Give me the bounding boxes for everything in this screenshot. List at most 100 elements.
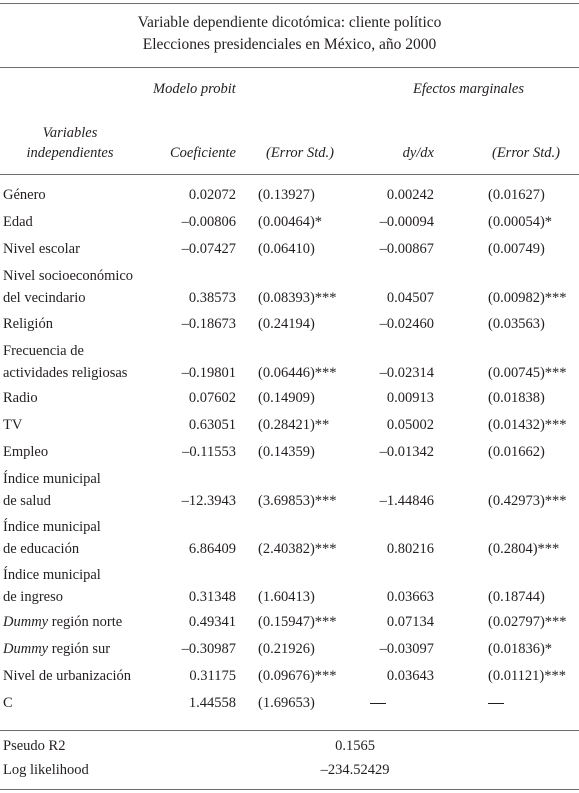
cell-coef: –0.11553 [182, 444, 236, 460]
row-label: Empleo [3, 441, 48, 463]
cell-se-marginal: (0.01836)* [488, 641, 553, 657]
cell-se-probit: (0.28421)** [258, 417, 330, 433]
row-label-line: Índice municipal [3, 519, 101, 535]
cell-se-probit: (0.21926) [258, 641, 315, 657]
stat-value: –234.52429 [320, 762, 390, 778]
row-label-italic: Dummy [3, 614, 49, 630]
em-dash [488, 703, 504, 705]
column-header-variables-line2: independientes [26, 145, 114, 161]
cell-coef: 0.49341 [188, 614, 236, 630]
row-label-line: Empleo [3, 444, 49, 460]
cell-se-probit: (0.00464)* [258, 214, 323, 230]
row-label: Nivel escolar [3, 238, 80, 260]
row-label-line: de educación [3, 541, 80, 557]
cell-coef: –0.00806 [181, 214, 236, 230]
row-label: Nivel socioeconómico del vecindario [3, 265, 133, 309]
em-dash [370, 703, 386, 705]
column-header-variables: Variables independientes [10, 123, 130, 163]
column-header-variables-line1: Variables [42, 125, 98, 141]
row-label: Índice municipal de educación [3, 516, 101, 560]
row-label-line: actividades religiosas [3, 365, 128, 381]
stat-value: 0.1565 [335, 738, 375, 754]
cell-coef: 0.31348 [188, 589, 236, 605]
cell-dydx: –1.44846 [379, 493, 434, 509]
cell-dydx: 0.00242 [386, 187, 434, 203]
row-label-line: del vecindario [3, 290, 86, 306]
row-label: Índice municipal de salud [3, 468, 101, 512]
column-header-se1: (Error Std.) [266, 145, 334, 161]
title-rule [0, 67, 579, 68]
cell-se-probit: (0.14359) [258, 444, 315, 460]
stat-label: Log likelihood [3, 762, 89, 778]
row-label: Radio [3, 387, 38, 409]
cell-coef: –12.3943 [181, 493, 236, 509]
cell-se-probit: (0.06446)*** [258, 365, 337, 381]
cell-se-probit: (0.13927) [258, 187, 315, 203]
row-label-line: C [3, 695, 13, 711]
cell-se-probit: (0.24194) [258, 316, 315, 332]
cell-dydx: –0.00094 [379, 214, 434, 230]
header-rule [0, 174, 579, 175]
cell-coef: 0.02072 [188, 187, 236, 203]
cell-dydx: –0.02460 [379, 316, 434, 332]
row-label-line: Nivel de urbanización [3, 668, 132, 684]
row-label-line: Radio [3, 390, 38, 406]
cell-se-probit: (0.14909) [258, 390, 315, 406]
table-title-line1: Variable dependiente dicotómica: cliente… [137, 14, 442, 31]
cell-se-marginal: (0.01838) [488, 390, 545, 406]
row-label-line: de salud [3, 493, 51, 509]
cell-dydx: –0.01342 [379, 444, 434, 460]
cell-coef: –0.19801 [181, 365, 236, 381]
cell-se-marginal: (0.00749) [488, 241, 545, 257]
row-label-italic: Dummy [3, 641, 49, 657]
row-label: C [3, 692, 13, 714]
row-label-line: Nivel socioeconómico [3, 268, 134, 284]
row-label-rest: región norte [48, 614, 123, 630]
cell-dydx: 0.03643 [386, 668, 434, 684]
row-label-line: Religión [3, 316, 53, 332]
cell-coef: 6.86409 [188, 541, 236, 557]
cell-dydx: 0.07134 [386, 614, 434, 630]
row-label: Dummy región sur [3, 638, 110, 660]
cell-dydx: 0.05002 [386, 417, 434, 433]
column-header-coef: Coeficiente [169, 145, 236, 161]
cell-se-probit: (2.40382)*** [258, 541, 337, 557]
cell-coef: 0.07602 [188, 390, 236, 406]
cell-se-probit: (1.69653) [258, 695, 315, 711]
cell-se-marginal: (0.00054)* [488, 214, 553, 230]
row-label: Frecuencia de actividades religiosas [3, 340, 127, 384]
row-label: TV [3, 414, 22, 436]
cell-coef: 0.63051 [188, 417, 236, 433]
row-label: Índice municipal de ingreso [3, 564, 101, 608]
cell-dydx: 0.04507 [386, 290, 434, 306]
cell-dydx: –0.00867 [379, 241, 434, 257]
cell-coef: 1.44558 [188, 695, 236, 711]
cell-coef: –0.07427 [181, 241, 236, 257]
cell-se-probit: (3.69853)*** [258, 493, 337, 509]
cell-coef: –0.18673 [181, 316, 236, 332]
stat-label: Pseudo R2 [3, 738, 66, 754]
cell-dydx: 0.80216 [386, 541, 434, 557]
cell-coef: 0.38573 [188, 290, 236, 306]
bottom-rule [0, 789, 579, 790]
cell-se-marginal: (0.03563) [488, 316, 545, 332]
cell-coef: –0.30987 [181, 641, 236, 657]
cell-dydx: –0.02314 [379, 365, 434, 381]
cell-se-probit: (0.08393)*** [258, 290, 337, 306]
row-label-line: de ingreso [3, 589, 63, 605]
row-label: Religión [3, 313, 53, 335]
top-rule [0, 3, 579, 4]
row-label-rest: región sur [48, 641, 111, 657]
cell-se-marginal: (0.01432)*** [488, 417, 567, 433]
cell-se-marginal: (0.01121)*** [488, 668, 566, 684]
column-header-se2: (Error Std.) [492, 145, 560, 161]
row-label: Género [3, 184, 46, 206]
group-header-probit: Modelo probit [153, 81, 236, 97]
row-label-line: Nivel escolar [3, 241, 80, 257]
cell-dydx [370, 692, 386, 714]
cell-se-marginal: (0.00982)*** [488, 290, 567, 306]
row-label-line: Índice municipal [3, 471, 101, 487]
row-label-line: Índice municipal [3, 567, 101, 583]
row-label: Nivel de urbanización [3, 665, 131, 687]
table-title-line2: Elecciones presidenciales en México, año… [142, 36, 437, 53]
